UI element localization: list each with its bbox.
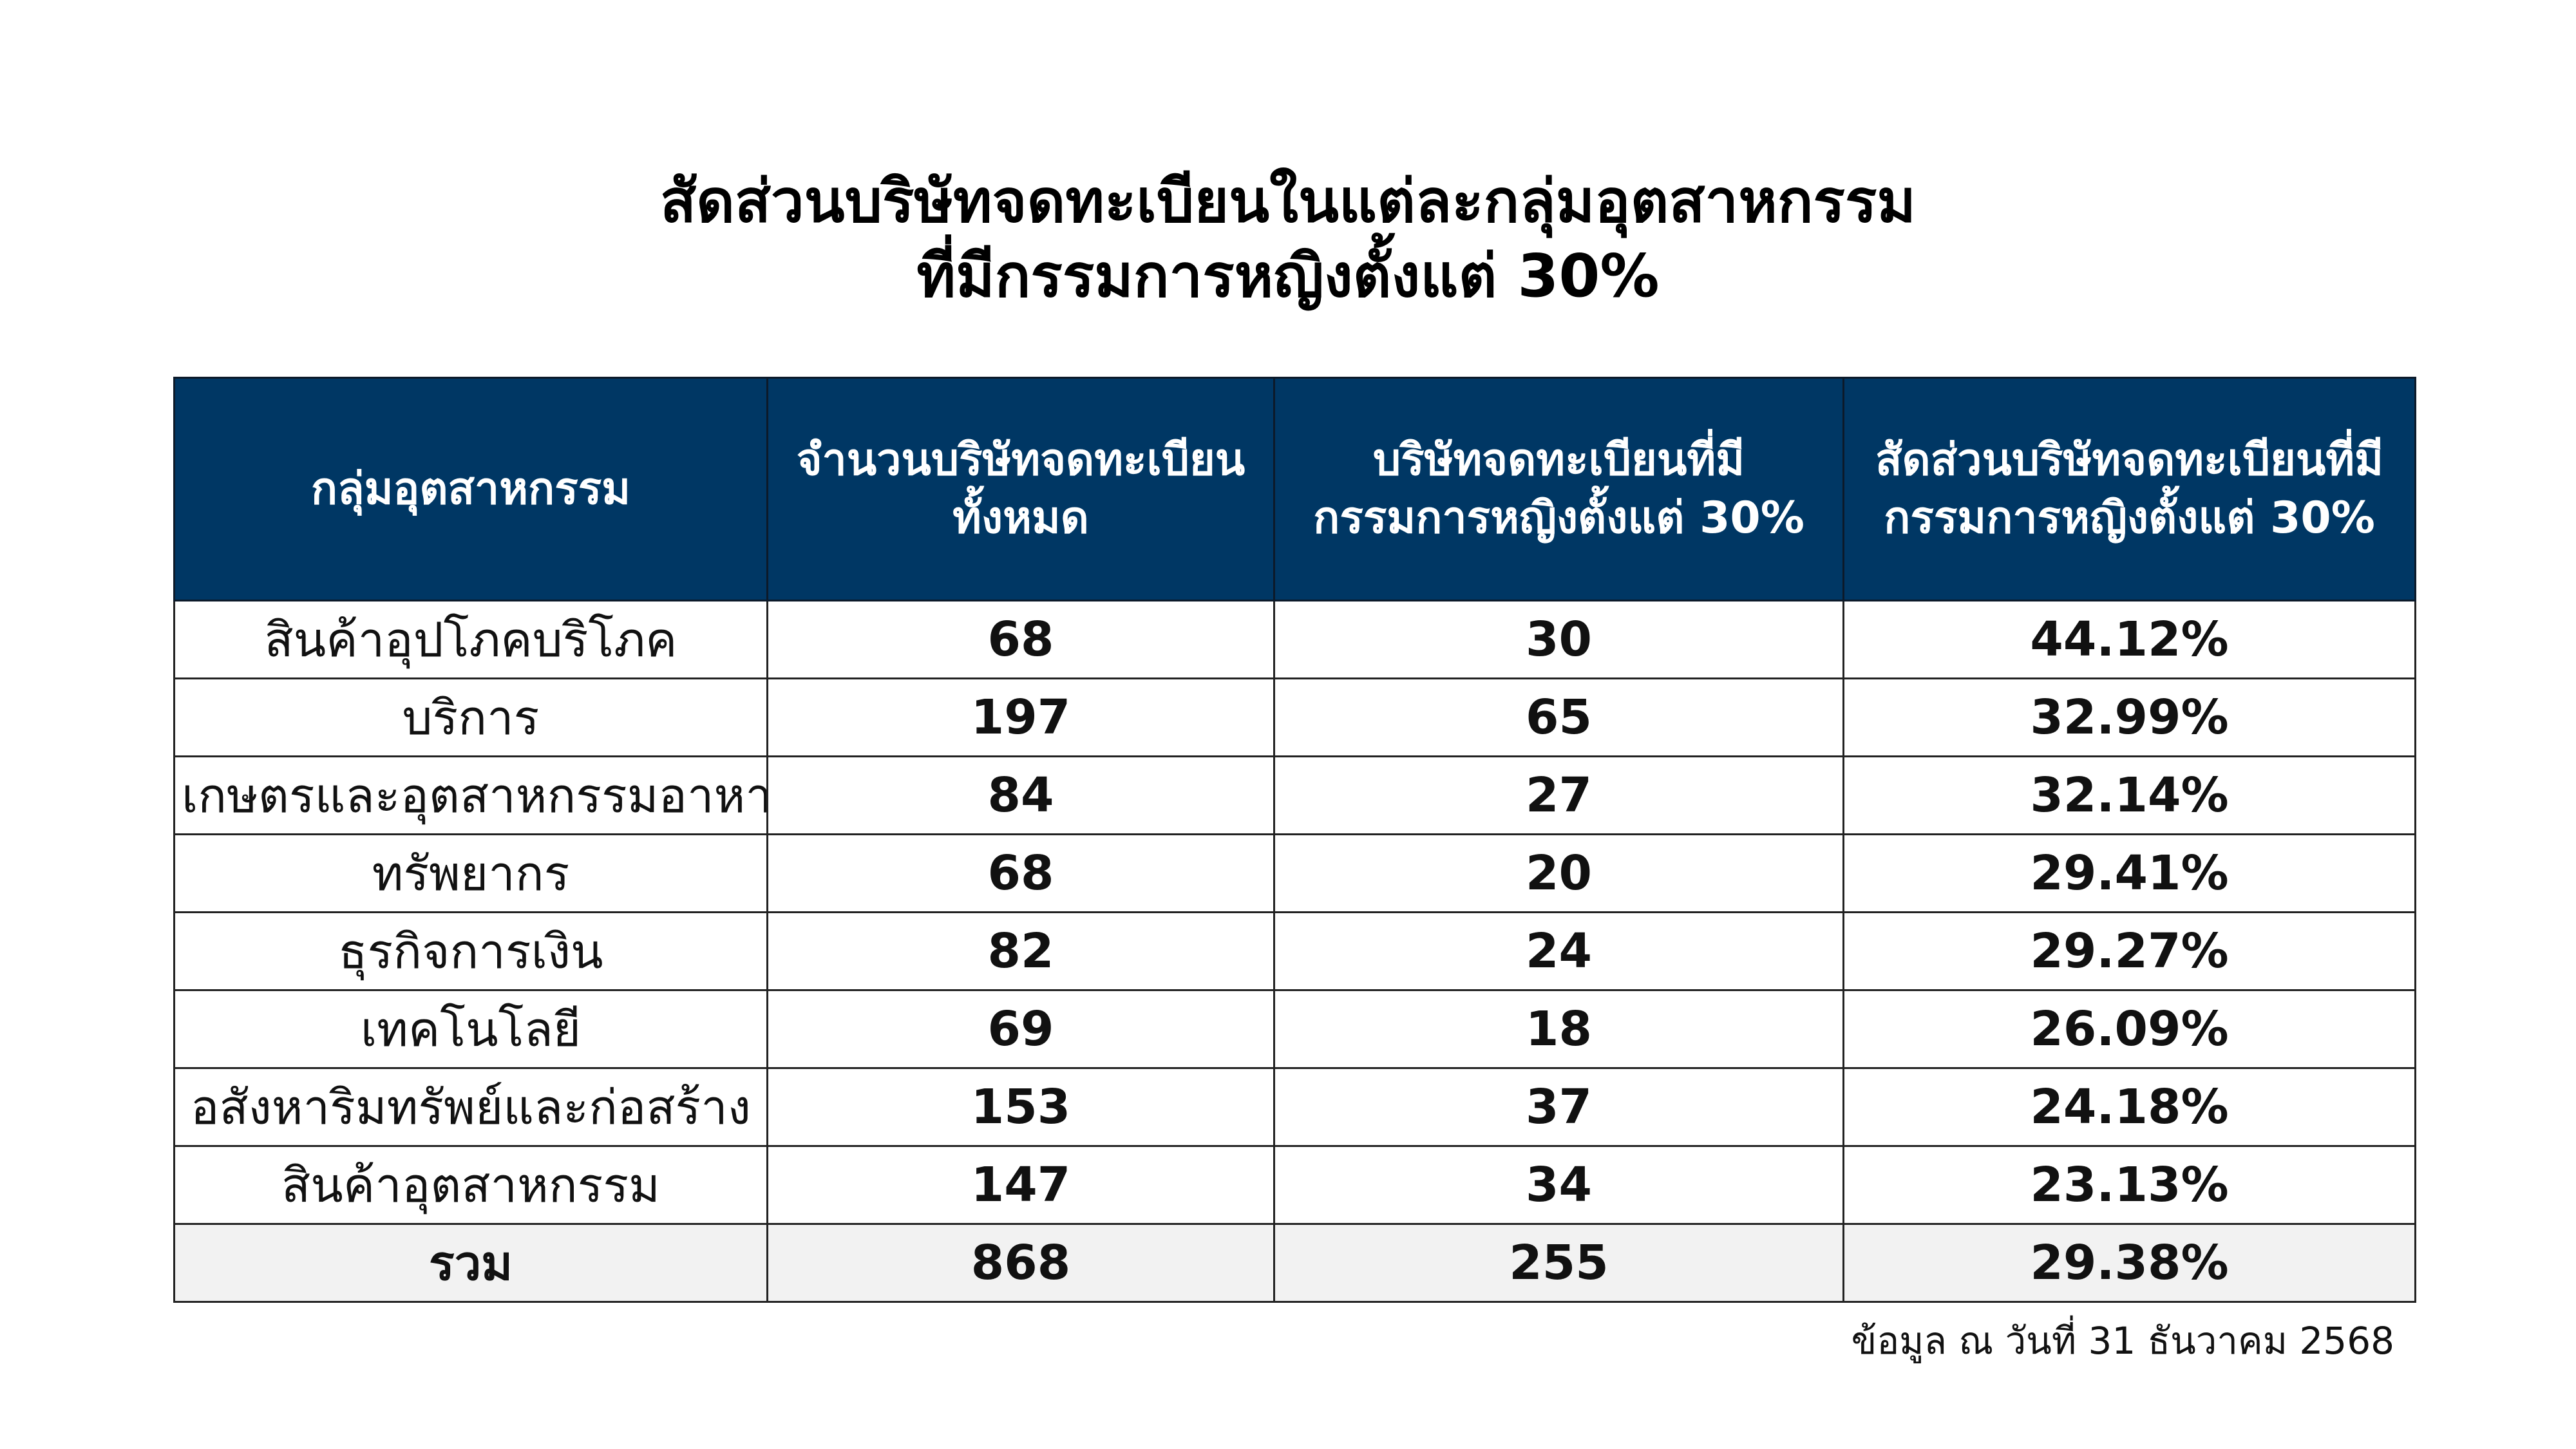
ratio-cell: 32.99%: [1842, 677, 2416, 757]
title-line-2: ที่มีกรรมการหญิงตั้งแต่ 30%: [916, 242, 1660, 310]
table-row: อสังหาริมทรัพย์และก่อสร้าง 153 37 24.18%: [173, 1067, 2416, 1147]
women-cell: 65: [1273, 677, 1844, 757]
ratio-cell: 32.14%: [1842, 755, 2416, 835]
header-total-companies: จำนวนบริษัทจดทะเบียน ทั้งหมด: [766, 377, 1275, 601]
women-cell: 30: [1273, 600, 1844, 679]
industry-cell: เกษตรและอุตสาหกรรมอาหาร: [173, 755, 768, 835]
total-ratio-cell: 29.38%: [1842, 1223, 2416, 1303]
total-row: รวม 868 255 29.38%: [173, 1223, 2416, 1303]
industry-cell: สินค้าอุปโภคบริโภค: [173, 600, 768, 679]
women-cell: 37: [1273, 1067, 1844, 1147]
industry-cell: สินค้าอุตสาหกรรม: [173, 1145, 768, 1225]
total-cell: 147: [766, 1145, 1275, 1225]
table-row: เกษตรและอุตสาหกรรมอาหาร 84 27 32.14%: [173, 755, 2416, 835]
ratio-cell: 23.13%: [1842, 1145, 2416, 1225]
industry-cell: เทคโนโลยี: [173, 989, 768, 1069]
table-row: ทรัพยากร 68 20 29.41%: [173, 833, 2416, 913]
header-ratio: สัดส่วนบริษัทจดทะเบียนที่มี กรรมการหญิงตั…: [1842, 377, 2416, 601]
industry-cell: ธุรกิจการเงิน: [173, 911, 768, 991]
women-cell: 18: [1273, 989, 1844, 1069]
total-women-cell: 255: [1273, 1223, 1844, 1303]
industry-cell: ทรัพยากร: [173, 833, 768, 913]
title-line-1: สัดส่วนบริษัทจดทะเบียนในแต่ละกลุ่มอุตสาห…: [659, 167, 1917, 236]
header-companies-with-women: บริษัทจดทะเบียนที่มี กรรมการหญิงตั้งแต่ 3…: [1273, 377, 1844, 601]
total-cell: 84: [766, 755, 1275, 835]
total-cell: 68: [766, 833, 1275, 913]
total-industry-cell: รวม: [173, 1223, 768, 1303]
data-as-of-note: ข้อมูล ณ วันที่ 31 ธันวาคม 2568: [1851, 1319, 2394, 1363]
industry-table: กลุ่มอุตสาหกรรม จำนวนบริษัทจดทะเบียน ทั้ง…: [173, 377, 2416, 1303]
ratio-cell: 44.12%: [1842, 600, 2416, 679]
total-cell: 153: [766, 1067, 1275, 1147]
table-row: บริการ 197 65 32.99%: [173, 677, 2416, 757]
women-cell: 20: [1273, 833, 1844, 913]
table-row: สินค้าอุปโภคบริโภค 68 30 44.12%: [173, 600, 2416, 679]
header-industry: กลุ่มอุตสาหกรรม: [173, 377, 768, 601]
page-title: สัดส่วนบริษัทจดทะเบียนในแต่ละกลุ่มอุตสาห…: [0, 164, 2576, 314]
table-row: สินค้าอุตสาหกรรม 147 34 23.13%: [173, 1145, 2416, 1225]
ratio-cell: 29.41%: [1842, 833, 2416, 913]
table-row: เทคโนโลยี 69 18 26.09%: [173, 989, 2416, 1069]
ratio-cell: 29.27%: [1842, 911, 2416, 991]
total-total-cell: 868: [766, 1223, 1275, 1303]
ratio-cell: 24.18%: [1842, 1067, 2416, 1147]
women-cell: 24: [1273, 911, 1844, 991]
industry-cell: อสังหาริมทรัพย์และก่อสร้าง: [173, 1067, 768, 1147]
women-cell: 27: [1273, 755, 1844, 835]
ratio-cell: 26.09%: [1842, 989, 2416, 1069]
total-cell: 197: [766, 677, 1275, 757]
total-cell: 68: [766, 600, 1275, 679]
table-row: ธุรกิจการเงิน 82 24 29.27%: [173, 911, 2416, 991]
total-cell: 82: [766, 911, 1275, 991]
total-cell: 69: [766, 989, 1275, 1069]
header-row: กลุ่มอุตสาหกรรม จำนวนบริษัทจดทะเบียน ทั้ง…: [173, 377, 2416, 601]
industry-cell: บริการ: [173, 677, 768, 757]
women-cell: 34: [1273, 1145, 1844, 1225]
